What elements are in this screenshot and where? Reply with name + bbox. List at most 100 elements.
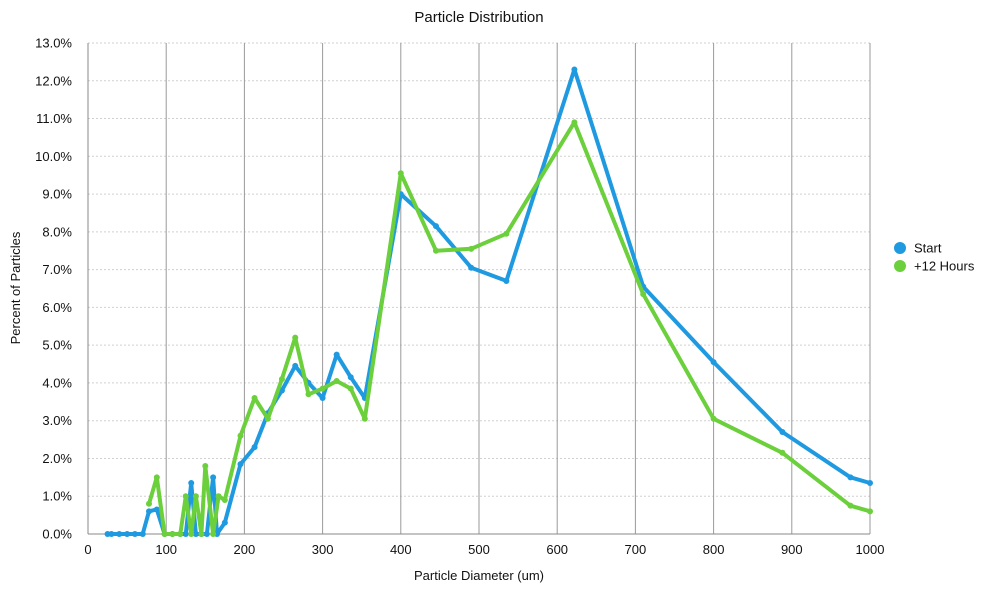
y-tick-label: 0.0%	[42, 527, 72, 542]
series-start	[104, 66, 873, 537]
data-point	[251, 395, 258, 402]
data-point	[640, 291, 647, 298]
tick-labels: 0.0% 1.0% 2.0% 3.0% 4.0% 5.0% 6.0% 7.0% 8.0% 9.0%…	[35, 36, 884, 558]
series-plus-12-hours	[145, 119, 873, 537]
legend-marker	[894, 260, 906, 272]
y-tick-label: 9.0%	[42, 187, 72, 202]
data-point	[177, 531, 184, 537]
data-point	[847, 474, 854, 481]
data-point	[251, 444, 258, 451]
data-point	[188, 480, 195, 487]
data-point	[169, 531, 176, 537]
data-point	[161, 531, 168, 537]
series-line	[147, 120, 872, 536]
data-point	[292, 362, 299, 369]
data-point	[571, 66, 578, 73]
data-point	[278, 376, 285, 383]
y-tick-label: 4.0%	[42, 375, 72, 390]
data-point	[215, 493, 222, 500]
y-tick-label: 3.0%	[42, 413, 72, 428]
y-tick-label: 7.0%	[42, 262, 72, 277]
y-tick-label: 12.0%	[35, 73, 72, 88]
y-tick-label: 1.0%	[42, 489, 72, 504]
data-point	[503, 230, 510, 237]
series-lines	[104, 66, 873, 537]
data-point	[139, 531, 146, 537]
x-tick-label: 300	[312, 542, 334, 557]
data-point	[202, 463, 209, 470]
data-point	[221, 519, 228, 526]
y-tick-label: 11.0%	[36, 111, 72, 126]
x-tick-label: 200	[234, 542, 256, 557]
chart-title: Particle Distribution	[414, 9, 543, 26]
data-point	[131, 531, 138, 537]
data-point	[153, 506, 160, 513]
data-point	[182, 493, 189, 500]
x-tick-label: 500	[468, 542, 490, 557]
data-point	[710, 359, 717, 366]
x-tick-label: 1000	[856, 542, 885, 557]
data-point	[188, 531, 195, 537]
x-tick-label: 400	[390, 542, 412, 557]
y-tick-label: 13.0%	[35, 36, 72, 51]
data-point	[124, 531, 131, 537]
data-point	[210, 531, 217, 537]
data-point	[432, 247, 439, 254]
data-point	[347, 385, 354, 392]
legend-label: +12 Hours	[914, 259, 975, 274]
x-tick-label: 600	[546, 542, 568, 557]
data-point	[503, 277, 510, 284]
x-tick-label: 0	[84, 542, 91, 557]
x-tick-label: 100	[155, 542, 177, 557]
y-tick-label: 5.0%	[42, 338, 72, 353]
data-point	[779, 429, 786, 436]
data-point	[198, 531, 205, 537]
data-point	[237, 432, 244, 439]
data-point	[264, 415, 271, 422]
data-point	[710, 415, 717, 422]
x-tick-label: 800	[703, 542, 725, 557]
data-point	[145, 500, 152, 507]
data-point	[203, 531, 210, 537]
data-point	[361, 415, 368, 422]
data-point	[292, 334, 299, 341]
data-point	[347, 374, 354, 381]
data-point	[210, 474, 217, 481]
x-tick-label: 900	[781, 542, 803, 557]
x-tick-label: 700	[625, 542, 647, 557]
data-point	[333, 378, 340, 385]
data-point	[333, 351, 340, 358]
data-point	[305, 391, 312, 398]
data-point	[192, 531, 199, 537]
data-point	[221, 497, 228, 504]
data-point	[182, 531, 189, 537]
data-point	[847, 502, 854, 509]
y-axis-title: Percent of Particles	[8, 231, 23, 344]
data-point	[867, 480, 873, 487]
legend-label: Start	[914, 241, 942, 256]
data-point	[192, 493, 199, 500]
x-axis-title: Particle Diameter (um)	[414, 568, 544, 583]
data-point	[237, 461, 244, 468]
data-point	[153, 474, 160, 481]
data-point	[432, 223, 439, 230]
legend-marker	[894, 242, 906, 254]
data-point	[145, 508, 152, 515]
data-point	[319, 395, 326, 402]
legend: Start +12 Hours	[894, 241, 975, 274]
data-point	[779, 449, 786, 456]
grid-lines	[88, 42, 871, 535]
data-point	[468, 264, 475, 271]
data-point	[319, 385, 326, 392]
y-tick-label: 6.0%	[42, 300, 72, 315]
y-tick-label: 8.0%	[42, 224, 72, 239]
y-tick-label: 10.0%	[35, 149, 72, 164]
data-point	[397, 170, 404, 177]
series-line	[105, 67, 872, 536]
data-point	[116, 531, 123, 537]
data-point	[867, 508, 873, 515]
data-point	[108, 531, 115, 537]
data-point	[468, 245, 475, 252]
data-point	[571, 119, 578, 126]
